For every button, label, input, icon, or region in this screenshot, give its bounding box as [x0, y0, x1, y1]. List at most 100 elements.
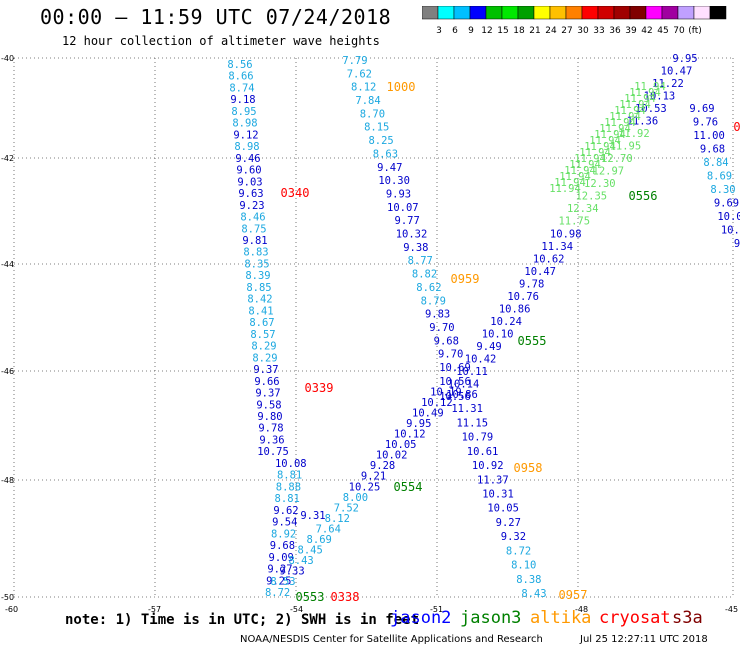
wave-height-value: 11.00 [693, 130, 725, 142]
wave-height-value: 10.32 [396, 229, 428, 241]
wave-height-value: 9.21 [361, 471, 386, 483]
color-scale-label: 30 [577, 26, 589, 36]
pass-time-label: 0338 [331, 590, 360, 604]
wave-height-value: 10.13 [644, 91, 676, 103]
pass-time-label: 0554 [394, 480, 423, 494]
wave-height-value: 8.77 [408, 255, 433, 267]
wave-height-value: 10.05 [385, 439, 417, 451]
wave-height-value: 10.92 [472, 460, 504, 472]
wave-height-value: 10.75 [257, 446, 289, 458]
footer-timestamp: Jul 25 12:27:11 UTC 2018 [580, 634, 708, 645]
wave-height-value: 9.37 [255, 388, 280, 400]
pass-time-label: 0958 [514, 461, 543, 475]
wave-height-value: 12.97 [593, 166, 625, 178]
legend-cryosat: cryosat [599, 608, 671, 628]
wave-height-value: 10.05 [487, 503, 519, 515]
wave-height-value: 8.46 [240, 212, 265, 224]
wave-height-value: 9.12 [233, 129, 258, 141]
color-scale-label: 12 [481, 26, 492, 36]
wave-height-value: 8.25 [368, 135, 393, 147]
wave-height-value: 9.77 [395, 215, 420, 227]
wave-height-value-overlap: 11.94 [619, 99, 651, 111]
wave-height-value: 9.70 [429, 322, 454, 334]
color-scale-label: 3 [436, 26, 442, 36]
legend-jason3: jason3 [460, 608, 522, 628]
wave-height-value-overlap: 11.94 [569, 159, 601, 171]
wave-height-value: 8.12 [325, 513, 350, 525]
wave-height-value: 9.63 [238, 188, 263, 200]
pass-time-label: 0553 [296, 590, 325, 604]
wave-height-value: 9.27 [496, 517, 521, 529]
wave-height-value: 9.68 [270, 540, 295, 552]
wave-height-value: 8.62 [416, 282, 441, 294]
wave-height-value: 9.36 [259, 434, 284, 446]
wave-height-value-overlap: 11.94 [574, 153, 606, 165]
wave-height-value: 10.86 [499, 303, 531, 315]
footer-credit: NOAA/NESDIS Center for Satellite Applica… [240, 634, 543, 645]
wave-height-value: 9.78 [258, 423, 283, 435]
wave-height-value: 8.85 [246, 282, 271, 294]
wave-height-value: 9.09 [269, 552, 294, 564]
wave-height-value-overlap: 11.94 [599, 123, 631, 135]
wave-height-value: 11.75 [558, 216, 590, 228]
wave-height-value: 10.30 [378, 175, 410, 187]
wave-height-value: 9.78 [519, 278, 544, 290]
pass-time-label: 1000 [387, 80, 416, 94]
wave-height-value: 9.33 [279, 565, 304, 577]
wave-height-value: 9.27 [267, 564, 292, 576]
wave-height-value: 10.08 [275, 458, 307, 470]
wave-height-value: 10.56 [439, 376, 471, 388]
color-scale-label: 6 [452, 26, 458, 36]
wave-height-value: 10.12 [394, 429, 426, 441]
wave-height-value: 8.10 [511, 560, 536, 572]
wave-height-value: 12.35 [575, 191, 607, 203]
wave-height-value: 9.95 [406, 418, 431, 430]
wave-height-value-overlap: 11.94 [549, 183, 581, 195]
wave-height-value: 10.12 [421, 397, 453, 409]
wave-height-value-overlap: 11.94 [624, 93, 656, 105]
wave-height-value: 11.37 [477, 474, 509, 486]
wave-height-value-overlap: 11.94 [559, 171, 591, 183]
wave-height-value: 8.74 [229, 82, 254, 94]
color-scale-label: 42 [641, 26, 652, 36]
page-title: 00:00 – 11:59 UTC 07/24/2018 [40, 5, 392, 29]
wave-height-value-overlap: 11.94 [579, 147, 611, 159]
wave-height-value: 8.43 [288, 555, 313, 567]
wave-height-value: 11.15 [456, 417, 488, 429]
wave-height-value-overlap: 11.94 [554, 177, 586, 189]
wave-height-value: 10.86 [446, 389, 478, 401]
wave-height-value: 11.22 [652, 78, 684, 90]
wave-height-value: 10.49 [412, 408, 444, 420]
wave-height-value-overlap: 11.94 [564, 165, 596, 177]
longitude-label: -57 [148, 605, 161, 614]
wave-height-value: 8.70 [360, 108, 385, 120]
wave-height-value: 7.64 [316, 523, 341, 535]
wave-height-value: 10.07 [387, 202, 419, 214]
wave-height-value: 8.84 [703, 157, 728, 169]
wave-height-value: 8.69 [307, 534, 332, 546]
latitude-label: -42 [1, 154, 14, 163]
wave-height-value: 10.62 [533, 253, 565, 265]
wave-height-value: 8.12 [351, 82, 376, 94]
pass-time-label: 0957 [559, 588, 588, 602]
pass-time-label: 0959 [451, 272, 480, 286]
pass-time-label: 0339 [305, 381, 334, 395]
wave-height-value: 10.24 [490, 316, 522, 328]
wave-height-value: 8.81 [277, 470, 302, 482]
color-scale-label: 39 [625, 26, 637, 36]
latitude-label: -48 [1, 476, 14, 485]
color-scale-label: 70 [673, 26, 685, 36]
wave-height-value: 10.19 [430, 387, 462, 399]
wave-height-value: 9.93 [386, 188, 411, 200]
wave-height-value-overlap: 11.94 [629, 87, 661, 99]
wave-height-value: 12.34 [567, 203, 599, 215]
wave-height-value: 9.66 [254, 376, 279, 388]
wave-height-value: 8.29 [252, 352, 277, 364]
wave-height-value: 9.46 [235, 153, 260, 165]
wave-height-value-overlap: 11.94 [614, 105, 646, 117]
wave-height-value: 9.54 [272, 517, 297, 529]
latitude-label: -40 [1, 54, 14, 63]
wave-height-value: 9.95 [672, 53, 697, 65]
wave-height-value: 8.57 [250, 329, 275, 341]
wave-height-value: 7.52 [334, 502, 359, 514]
